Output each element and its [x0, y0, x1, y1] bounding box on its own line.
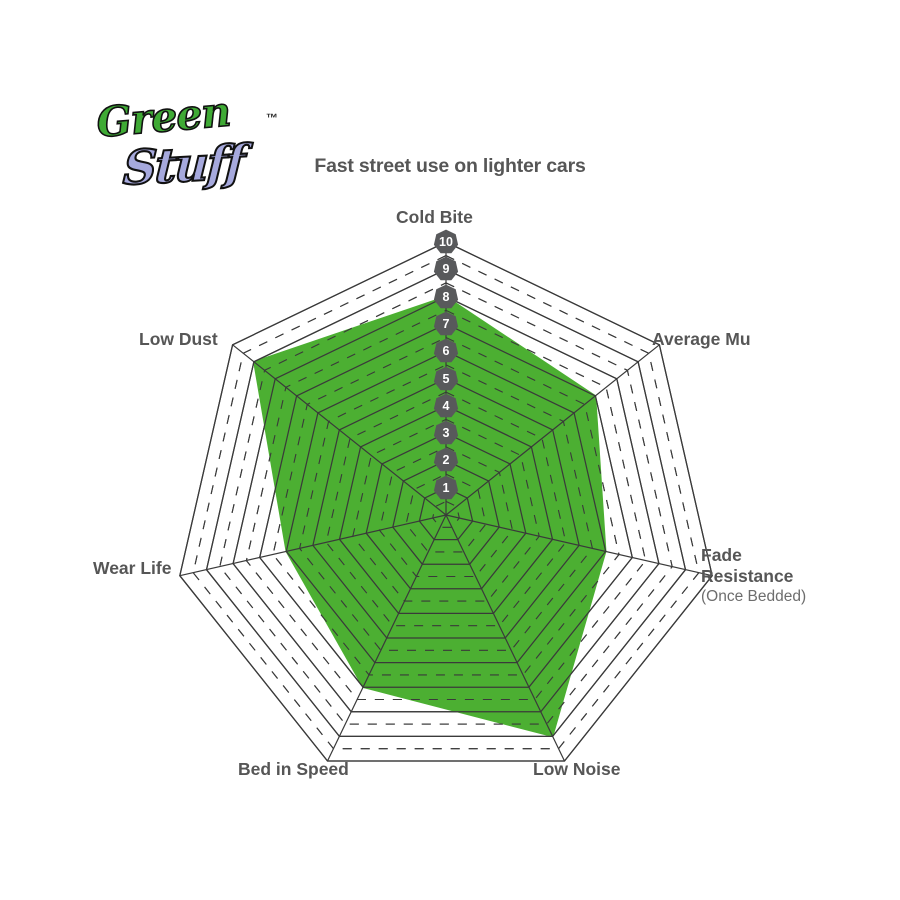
scale-badge-10: 10 [433, 229, 459, 255]
scale-badge-shape [433, 229, 459, 254]
axis-spoke [232, 344, 447, 516]
scale-badge-value: 6 [442, 344, 450, 359]
scale-badge-5: 5 [433, 366, 459, 392]
scale-badge-value: 10 [439, 235, 453, 249]
axis-label-low-noise: Low Noise [533, 759, 621, 779]
scale-badge-2: 2 [433, 447, 459, 473]
grid-ring-overlay [378, 446, 514, 578]
grid-ring-overlay [259, 323, 633, 688]
grid-ring-overlay [232, 295, 660, 713]
grid-ring-overlay [365, 432, 527, 590]
scale-badge-9: 9 [433, 256, 459, 282]
axis-spoke [445, 344, 660, 516]
scale-badge-shape [433, 393, 459, 417]
scale-badge-value: 9 [442, 262, 450, 277]
axis-label-fade-line1: Fade [701, 545, 742, 565]
page-title: Fast street use on lighter cars [314, 155, 586, 177]
scale-badge-value: 3 [442, 426, 450, 441]
axis-label-cold-bite: Cold Bite [396, 207, 473, 227]
grid-ring-overlay [285, 350, 607, 664]
grid-ring-overlay [405, 473, 487, 553]
svg-text:Green: Green [96, 92, 232, 147]
scale-badge-shape [433, 447, 459, 472]
grid-ring-overlay [179, 241, 713, 762]
axis-label-fade-resistance: Fade Resistance (Once Bedded) [701, 545, 806, 607]
axis-label-average-mu: Average Mu [652, 329, 751, 349]
trademark-symbol: ™ [266, 111, 278, 125]
grid-ring-overlay [418, 487, 474, 541]
scale-badge-value: 7 [442, 316, 450, 331]
scale-badge-value: 5 [442, 371, 450, 386]
scale-badge-value: 4 [442, 398, 450, 413]
scale-badge-6: 6 [433, 338, 459, 364]
axis-spoke [326, 514, 447, 762]
grid-ring-overlay [352, 418, 540, 602]
axis-label-fade-sub: (Once Bedded) [701, 587, 807, 605]
scale-badge-value: 2 [442, 453, 450, 468]
scale-badge-8: 8 [433, 284, 459, 310]
logo-word-green: Green [96, 92, 233, 148]
grid-ring-overlay [205, 268, 687, 738]
grid-ring-overlay [312, 377, 580, 639]
grid-ring-overlay [299, 364, 593, 651]
grid-ring-overlay [338, 405, 554, 615]
scale-badge-shape [433, 366, 459, 390]
scale-badge-value: 8 [442, 289, 450, 304]
scale-badge-7: 7 [433, 311, 459, 337]
scale-badge-value: 1 [442, 480, 450, 495]
axis-label-bed-in-speed: Bed in Speed [238, 759, 349, 779]
scale-badge-3: 3 [433, 420, 459, 446]
axis-label-fade-line2: Resistance [701, 566, 794, 587]
radar-series-polygon [179, 241, 713, 762]
axis-spoke [445, 514, 713, 577]
axis-spoke [179, 514, 447, 577]
scale-badge-shape [433, 475, 459, 499]
grid-ring-overlay [432, 500, 460, 528]
scale-badge-shape [433, 420, 459, 445]
grid-ring-overlay [219, 282, 673, 725]
scale-badge-shape [433, 284, 459, 308]
scale-badge-shape [433, 311, 459, 336]
scale-badge-shape [433, 338, 459, 363]
greenstuff-logo: Green Stuff ™ [96, 92, 296, 198]
axis-label-low-dust: Low Dust [139, 329, 218, 349]
logo-word-stuff: Stuff [121, 134, 255, 198]
scale-badge-1: 1 [433, 475, 459, 501]
scale-badge-shape [433, 256, 459, 281]
grid-ring-overlay [392, 459, 500, 565]
scale-badge-4: 4 [433, 393, 459, 419]
svg-text:Stuff: Stuff [122, 135, 254, 197]
axis-spoke [445, 514, 566, 762]
axis-label-wear-life: Wear Life [93, 558, 172, 578]
